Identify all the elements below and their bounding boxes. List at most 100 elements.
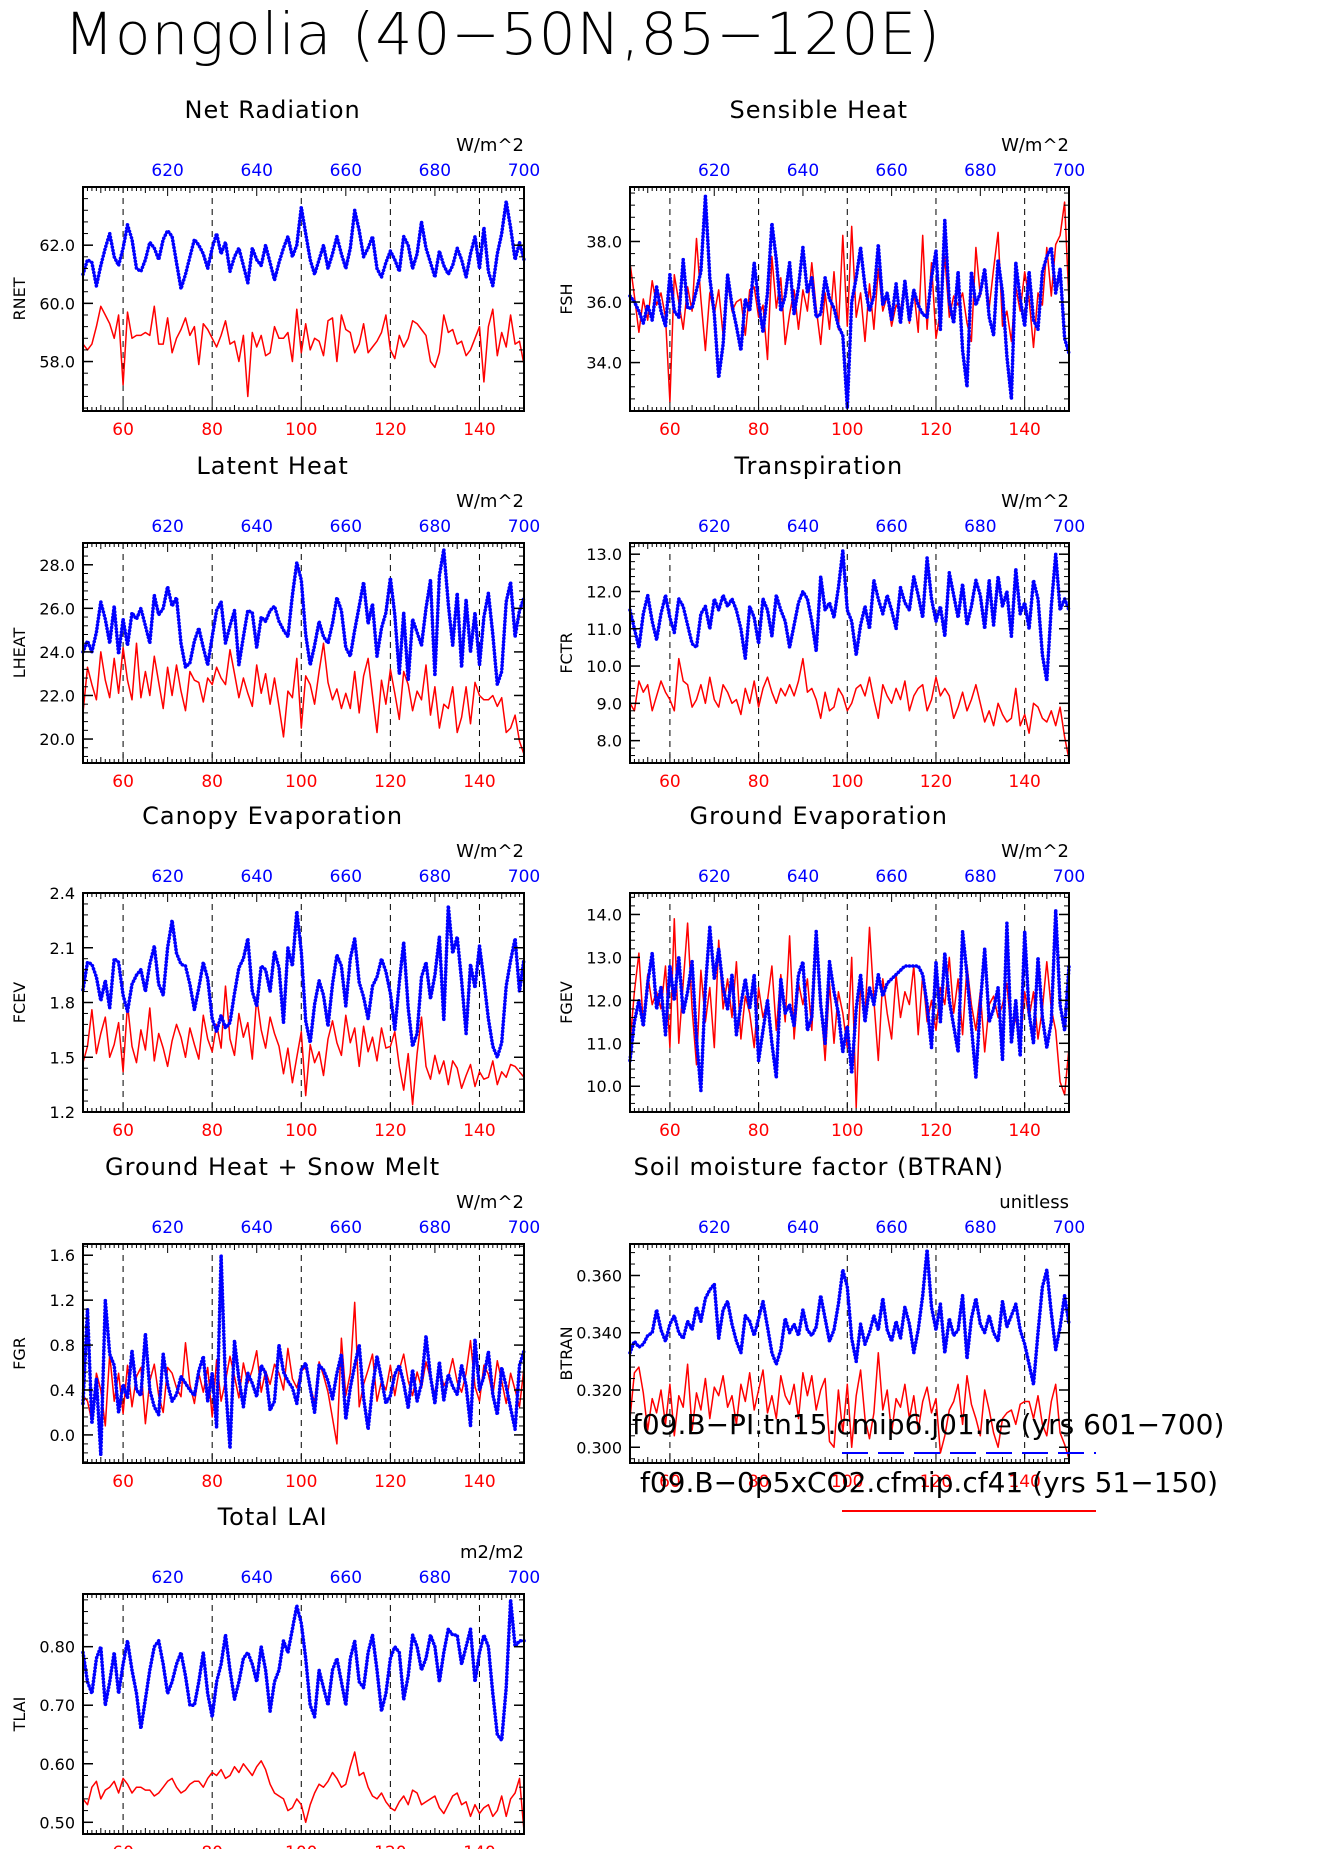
y-tick-label: 2.4 [50,884,75,903]
figure-title: Mongolia (40−50N,85−120E) [64,0,941,68]
x-tick-label: 100 [285,1843,317,1849]
panel-title: Canopy Evaporation [142,802,403,830]
x-tick-label: 140 [463,1121,495,1141]
panel-title: Net Radiation [185,96,361,124]
y-tick-label: 28.0 [39,556,75,575]
y-tick-label: 0.8 [50,1336,75,1355]
x-tick-label: 140 [463,772,495,792]
x-top-tick-label: 660 [875,161,907,181]
x-top-tick-label: 680 [419,161,451,181]
x-top-tick-label: 620 [151,517,183,537]
x-top-tick-label: 660 [330,517,362,537]
x-tick-label: 120 [374,772,406,792]
y-tick-label: 1.8 [50,994,75,1013]
y-axis-label: FGR [10,1337,29,1370]
x-top-tick-label: 640 [241,161,273,181]
chart-panel: 58.0 60.0 62.0 60 80 100 120 140 620 640 660 680 700… [10,96,540,440]
x-tick-label: 100 [831,772,863,792]
panel-title: Transpiration [733,452,903,480]
x-tick-label: 140 [463,1472,495,1492]
y-tick-label: 58.0 [39,353,75,372]
y-tick-label: 11.0 [586,620,622,639]
y-tick-label: 10.0 [586,657,622,676]
x-top-tick-label: 660 [875,1218,907,1238]
y-tick-label: 24.0 [39,643,75,662]
y-tick-label: 0.4 [50,1381,75,1400]
y-tick-label: 1.5 [50,1048,75,1067]
x-tick-label: 100 [831,1472,863,1492]
x-top-tick-label: 640 [787,1218,819,1238]
series-line-blue [81,1598,526,1743]
panel-title: Soil moisture factor (BTRAN) [634,1153,1004,1181]
x-top-tick-label: 640 [787,867,819,887]
x-tick-label: 100 [285,1472,317,1492]
legend-years-label: (yrs 601−700) [1020,1408,1225,1441]
x-tick-label: 80 [201,1843,223,1849]
chart-panel: 20.0 22.0 24.0 26.0 28.0 60 80 100 120 140 620 640 6… [10,452,540,792]
x-top-tick-label: 680 [964,517,996,537]
x-top-tick-label: 660 [330,161,362,181]
y-tick-label: 14.0 [586,905,622,924]
x-tick-label: 80 [748,1472,770,1492]
plot-frame [82,1243,525,1464]
units-label: W/m^2 [456,491,524,512]
y-tick-label: 0.80 [39,1638,75,1657]
x-tick-label: 140 [1008,772,1040,792]
x-tick-label: 60 [112,772,134,792]
x-tick-label: 80 [201,420,223,440]
y-tick-label: 20.0 [39,730,75,749]
series-line-red [82,985,525,1106]
x-top-tick-label: 700 [508,517,540,537]
series-line-red [82,1751,525,1832]
panel-title: Ground Heat + Snow Melt [105,1153,440,1181]
y-axis-label: RNET [10,277,29,320]
x-tick-label: 140 [1008,420,1040,440]
series-line-blue [628,548,1071,683]
x-tick-label: 100 [285,420,317,440]
y-tick-label: 8.0 [597,732,622,751]
y-axis-label: LHEAT [10,628,29,679]
chart-panel: 10.0 11.0 12.0 13.0 14.0 60 80 100 120 140 620 640 6… [557,802,1085,1141]
x-top-tick-label: 640 [241,867,273,887]
x-top-tick-label: 660 [330,1218,362,1238]
y-tick-label: 0.360 [576,1266,622,1285]
units-label: W/m^2 [1001,491,1069,512]
y-tick-label: 36.0 [586,293,622,312]
x-tick-label: 80 [201,1472,223,1492]
y-axis-label: FSH [557,283,576,314]
x-tick-label: 140 [463,420,495,440]
chart-panel: 0.50 0.60 0.70 0.80 60 80 100 120 140 620 640 660 68… [10,1503,540,1849]
x-tick-label: 60 [112,1843,134,1849]
x-tick-label: 140 [1008,1121,1040,1141]
x-top-tick-label: 680 [419,1218,451,1238]
y-tick-label: 13.0 [586,545,622,564]
x-tick-label: 60 [112,1121,134,1141]
x-top-tick-label: 700 [508,867,540,887]
x-tick-label: 100 [285,1121,317,1141]
x-top-tick-label: 700 [1053,161,1085,181]
y-axis-label: TLAI [10,1697,29,1733]
series-line-blue [81,547,526,687]
y-tick-label: 9.0 [597,694,622,713]
legend-entry-red: f09.B−0p5xCO2.cfmip.cf41 (yrs 51−150) [640,1466,1218,1499]
legend-run-label: f09.B−0p5xCO2.cfmip.cf41 [640,1466,1024,1499]
panel-title: Latent Heat [196,452,348,480]
y-tick-label: 11.0 [586,1034,622,1053]
y-tick-label: 2.1 [50,939,75,958]
y-tick-label: 1.2 [50,1291,75,1310]
series-line-red [629,201,1070,403]
x-top-tick-label: 660 [330,867,362,887]
y-axis-label: FGEV [557,981,576,1024]
x-tick-label: 140 [463,1843,495,1849]
x-tick-label: 100 [285,772,317,792]
x-top-tick-label: 620 [698,161,730,181]
x-tick-label: 120 [920,1472,952,1492]
y-axis-label: BTRAN [557,1326,576,1380]
x-top-tick-label: 660 [875,867,907,887]
series-line-red [629,1352,1070,1459]
chart-panel: 0.300 0.320 0.340 0.360 60 80 100 120 140 620 640 6… [557,1153,1085,1492]
x-tick-label: 120 [920,772,952,792]
plot-frame [82,892,525,1113]
plot-frame [82,1593,525,1835]
x-tick-label: 120 [374,1843,406,1849]
